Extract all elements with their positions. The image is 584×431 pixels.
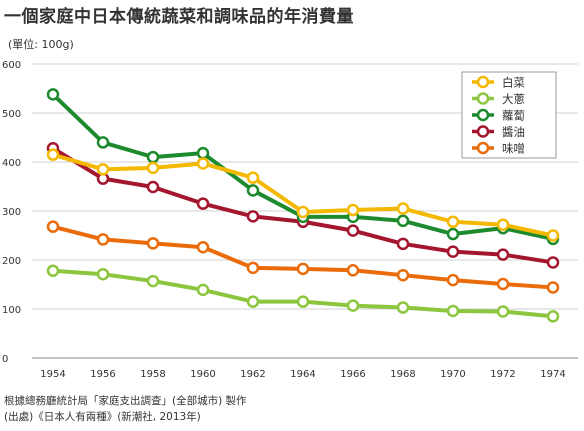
chart-title: 一個家庭中日本傳統蔬菜和調味品的年消費量: [4, 7, 354, 27]
legend-item: 醬油: [472, 125, 525, 139]
data-point: [96, 163, 110, 176]
data-point: [446, 215, 460, 229]
x-tick-label: 1958: [140, 369, 165, 380]
data-point: [396, 237, 410, 251]
data-point: [196, 157, 210, 170]
data-point: [496, 277, 510, 291]
y-tick-label: 500: [2, 109, 21, 120]
x-tick-label: 1974: [540, 369, 565, 380]
legend-swatch-marker: [476, 92, 490, 105]
data-point: [346, 299, 360, 312]
data-point: [496, 248, 510, 261]
legend-swatch-marker: [476, 108, 490, 122]
data-point: [446, 273, 460, 287]
data-point: [46, 220, 60, 233]
source-line-1: 根據總務廳統計局「家庭支出調查」(全部城市) 製作: [4, 395, 247, 407]
legend-item: 白菜: [472, 76, 525, 90]
legend-label: 味噌: [502, 142, 525, 156]
data-point: [396, 301, 410, 314]
data-point: [546, 281, 560, 294]
data-point: [46, 264, 60, 278]
x-tick-label: 1966: [340, 369, 365, 380]
y-tick-label: 600: [2, 60, 21, 71]
series-大蔥: [46, 264, 560, 323]
legend-label: 大蔥: [502, 92, 525, 106]
source-note: 根據總務廳統計局「家庭支出調查」(全部城市) 製作 (出處)《日本人有兩種》(新…: [4, 393, 247, 425]
data-point: [396, 214, 410, 228]
legend-swatch-marker: [476, 141, 490, 155]
series-line: [51, 146, 555, 265]
data-point: [196, 197, 210, 210]
data-point: [446, 227, 460, 241]
data-point: [96, 233, 110, 246]
data-point: [446, 304, 460, 318]
unit-label: (單位: 100g): [8, 38, 74, 51]
series-白菜: [46, 148, 560, 242]
x-tick-label: 1970: [440, 369, 465, 380]
y-tick-label: 200: [2, 256, 21, 267]
data-point: [46, 148, 60, 161]
x-tick-label: 1968: [390, 369, 415, 380]
data-point: [196, 241, 210, 254]
data-point: [346, 203, 360, 217]
data-point: [496, 305, 510, 318]
data-point: [196, 283, 210, 297]
series-line: [51, 268, 555, 319]
data-point: [496, 218, 510, 231]
data-point: [146, 161, 160, 175]
data-point: [396, 202, 410, 215]
source-line-2: (出處)《日本人有兩種》(新潮社, 2013年): [4, 411, 201, 423]
legend-label: 醬油: [502, 125, 525, 139]
y-tick-label: 300: [2, 207, 21, 218]
legend-label: 白菜: [502, 76, 525, 90]
data-point: [446, 245, 460, 258]
series-味噌: [46, 220, 560, 294]
y-tick-label: 400: [2, 158, 21, 169]
data-point: [146, 274, 160, 288]
data-point: [546, 229, 560, 242]
legend-swatch-marker: [476, 125, 490, 138]
data-point: [146, 150, 160, 164]
data-point: [246, 171, 260, 184]
data-point: [396, 268, 410, 282]
data-point: [146, 180, 160, 194]
y-tick-label: 100: [2, 305, 21, 316]
data-point: [246, 261, 260, 275]
data-point: [246, 295, 260, 308]
legend-label: 蘿蔔: [502, 109, 525, 123]
legend-swatch-marker: [476, 75, 490, 89]
data-point: [296, 295, 310, 308]
data-point: [546, 310, 560, 323]
data-point: [346, 224, 360, 237]
x-tick-label: 1956: [90, 369, 115, 380]
x-tick-label: 1960: [190, 369, 215, 380]
y-tick-label: 0: [2, 354, 8, 365]
legend-item: 味噌: [472, 142, 525, 156]
data-point: [246, 184, 260, 197]
data-point: [296, 205, 310, 219]
data-point: [546, 256, 560, 269]
x-tick-label: 1964: [290, 369, 315, 380]
data-point: [96, 267, 110, 281]
data-point: [46, 88, 60, 101]
x-tick-label: 1972: [490, 369, 515, 380]
x-tick-label: 1954: [40, 369, 65, 380]
data-point: [146, 237, 160, 250]
x-tick-label: 1962: [240, 369, 265, 380]
data-point: [346, 264, 360, 277]
data-point: [96, 136, 110, 149]
legend-item: 大蔥: [472, 92, 525, 106]
data-point: [246, 210, 260, 223]
legend-item: 蘿蔔: [472, 109, 525, 123]
data-point: [196, 146, 210, 160]
data-point: [296, 262, 310, 276]
